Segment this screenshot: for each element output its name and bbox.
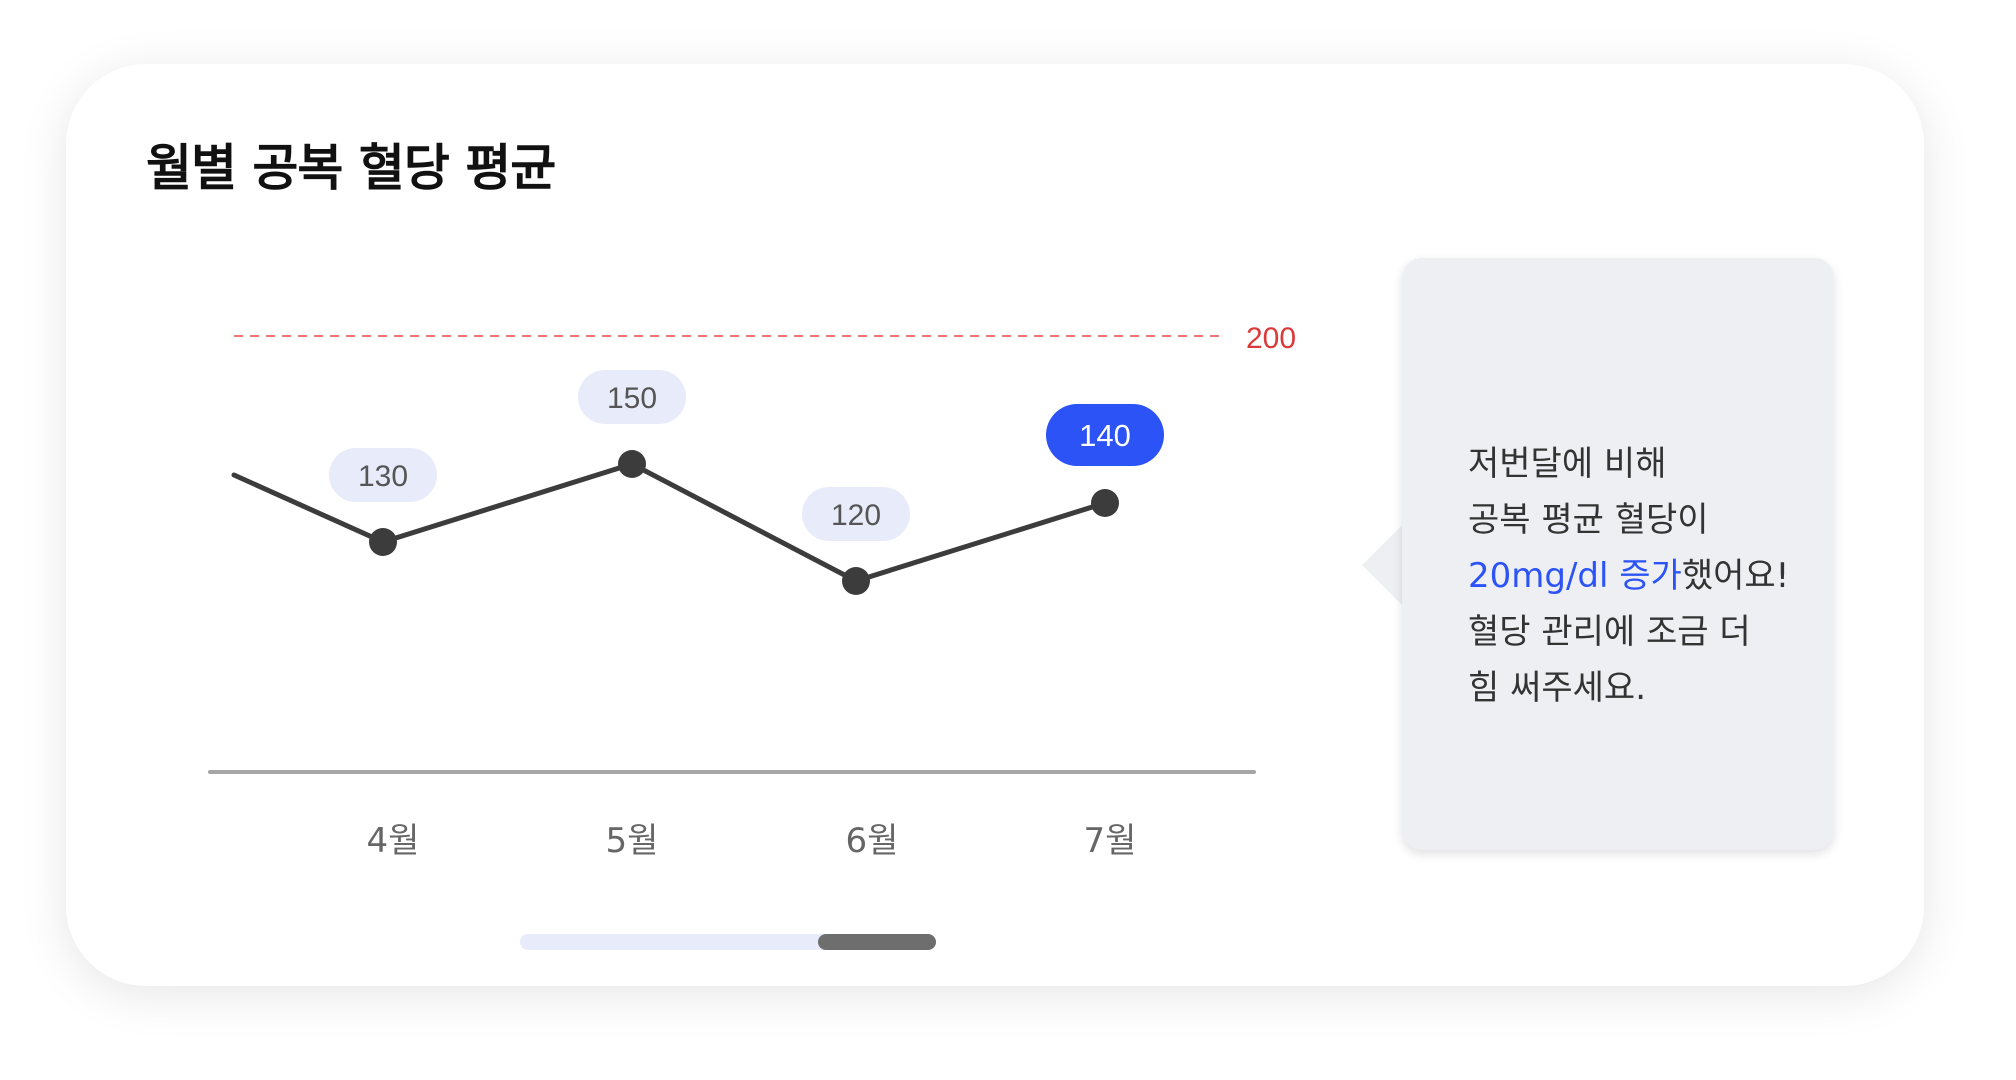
- data-point: [842, 567, 870, 595]
- insight-line-3-rest: 했어요!: [1681, 556, 1790, 596]
- data-label-pill: [578, 370, 686, 424]
- horizontal-scrollbar[interactable]: [520, 934, 936, 950]
- x-tick-label: 5월: [606, 821, 659, 861]
- callout-body: 저번달에 비해 공복 평균 혈당이 20mg/dl 증가했어요! 혈당 관리에 …: [1402, 258, 1834, 850]
- data-label-pill: [1046, 404, 1164, 466]
- insight-line-5: 힘 써주세요.: [1468, 668, 1647, 708]
- x-tick-label: 7월: [1084, 821, 1137, 861]
- insight-line-1: 저번달에 비해: [1468, 444, 1667, 484]
- chart-title: 월별 공복 혈당 평균: [146, 139, 556, 197]
- reference-line-label: 200: [1246, 322, 1296, 355]
- insight-line-2: 공복 평균 혈당이: [1468, 500, 1709, 540]
- data-label: 120: [831, 499, 881, 532]
- scrollbar-thumb[interactable]: [818, 934, 936, 950]
- insight-line-3: 20mg/dl 증가했어요!: [1468, 548, 1834, 604]
- insight-highlight: 20mg/dl 증가: [1468, 556, 1682, 596]
- data-label: 140: [1079, 418, 1131, 453]
- x-tick-label: 6월: [846, 821, 899, 861]
- data-label-pill: [802, 487, 910, 541]
- x-tick-label: 4월: [367, 821, 420, 861]
- data-point: [369, 528, 397, 556]
- data-label: 130: [358, 460, 408, 493]
- data-label-pill: [329, 448, 437, 502]
- data-point: [1091, 489, 1119, 517]
- insight-callout: 저번달에 비해 공복 평균 혈당이 20mg/dl 증가했어요! 혈당 관리에 …: [1361, 258, 1834, 850]
- insight-line-4: 혈당 관리에 조금 더: [1468, 612, 1751, 652]
- data-point: [618, 450, 646, 478]
- data-label: 150: [607, 382, 657, 415]
